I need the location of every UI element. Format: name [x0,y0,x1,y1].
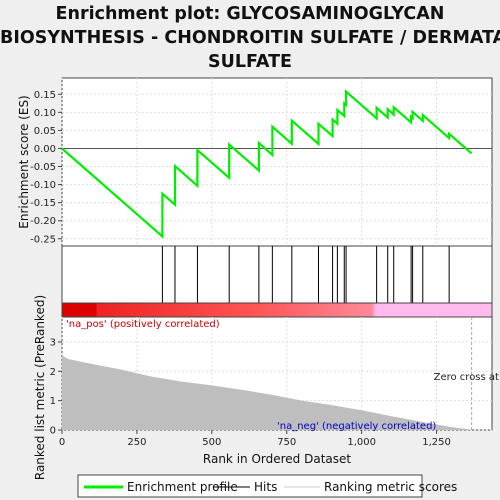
es-tick-label: 0.10 [34,108,56,119]
es-tick-label: 0.15 [34,90,56,101]
es-y-ticks: 0.15 0.10 0.05 0.00 -0.05 -0.10 -0.15 -0.20 -0.2… [30,90,62,245]
x-tick-label: 250 [127,437,146,448]
title-line-2: BIOSYNTHESIS - CHONDROITIN SULFATE / DER… [0,28,500,48]
es-tick-label: 0.05 [34,126,56,137]
metric-tick-label: 1 [50,396,56,407]
es-y-axis-label: Enrichment score (ES) [17,95,31,228]
metric-y-ticks: 0 1 2 3 [50,337,62,437]
x-ticks: 0 250 500 750 1,000 1,250 [59,430,451,448]
x-tick-label: 1,250 [422,437,451,448]
x-axis-label: Rank in Ordered Dataset [203,452,351,466]
chart-title: Enrichment plot: GLYCOSAMINOGLYCAN BIOSY… [0,2,500,74]
hits-panel [61,245,493,304]
metric-area [62,355,473,430]
es-panel [61,77,493,247]
es-tick-label: -0.20 [30,216,56,227]
metric-tick-label: 2 [50,367,56,378]
x-tick-label: 750 [277,437,296,448]
hit-lines [161,246,450,303]
es-tick-label: -0.10 [30,180,56,191]
es-tick-label: -0.25 [30,234,56,245]
legend-box [77,474,423,498]
pos-correlated-label: 'na_pos' (positively correlated) [66,319,220,330]
es-curve [61,89,473,239]
rank-color-bar [61,302,493,318]
x-tick-label: 0 [59,437,65,448]
title-line-3: SULFATE [208,52,292,72]
neg-correlated-label: 'na_neg' (negatively correlated) [277,421,436,432]
metric-tick-label: 3 [50,337,56,348]
zero-cross-label: Zero cross at 1367 [434,372,500,383]
metric-tick-label: 0 [50,426,56,437]
es-tick-label: 0.00 [34,144,56,155]
x-tick-label: 1,000 [347,437,376,448]
legend-es-label: Enrichment profile [127,480,238,494]
legend-metric-label: Ranking metric scores [324,480,457,494]
x-tick-label: 500 [202,437,221,448]
legend-hits-label: Hits [254,480,277,494]
es-tick-label: -0.05 [30,162,56,173]
metric-y-axis-label: Ranked list metric (PreRanked) [33,295,47,480]
es-tick-label: -0.15 [30,198,56,209]
title-line-1: Enrichment plot: GLYCOSAMINOGLYCAN [55,4,445,24]
